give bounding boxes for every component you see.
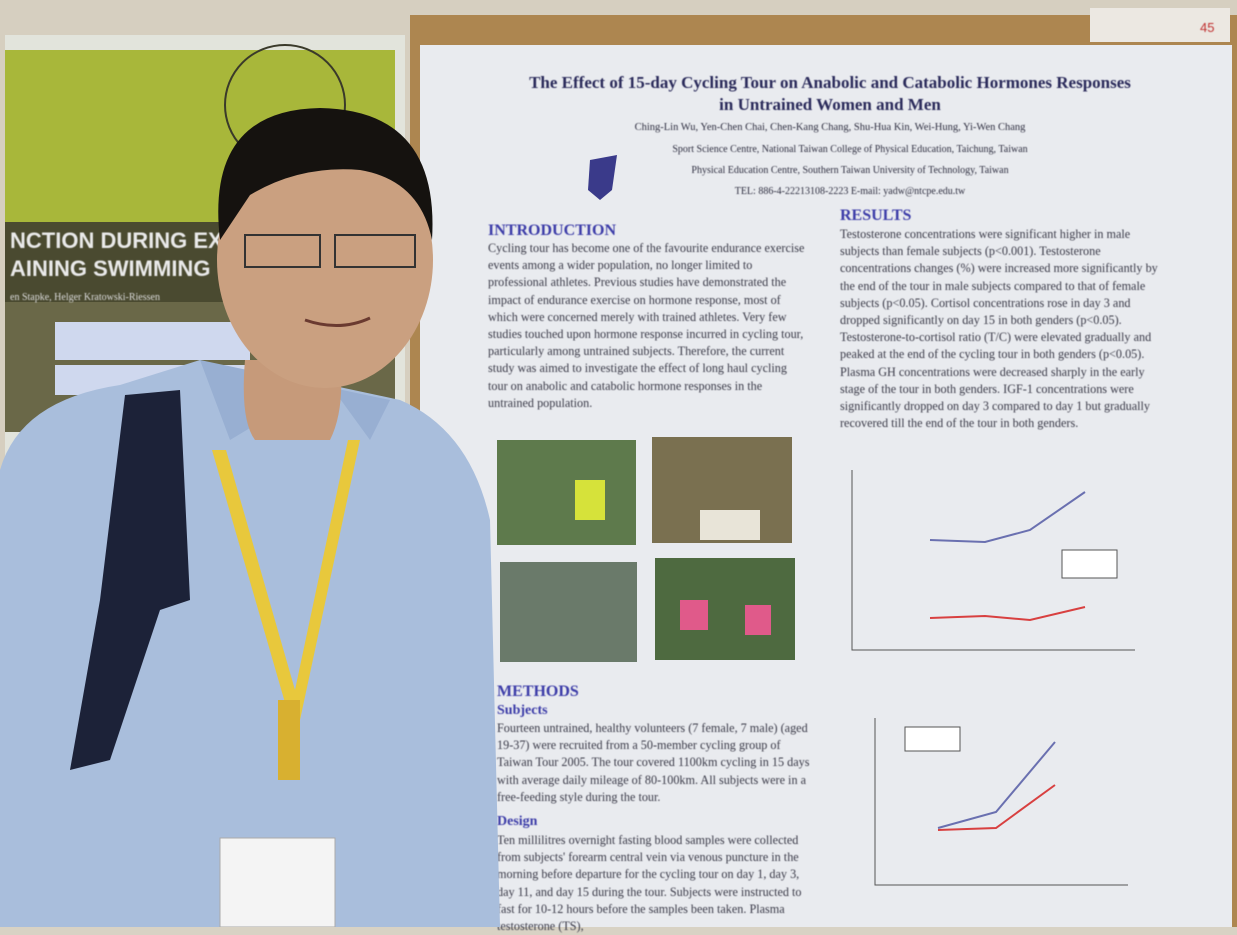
shape [1061,549,1118,579]
poster-affiliation: Sport Science Centre, National Taiwan Co… [672,144,1028,155]
paragraph: Cycling tour has become one of the favou… [488,241,805,410]
shape [55,322,250,360]
section-heading: INTRODUCTION [488,222,617,239]
shape [929,606,1086,622]
shape [929,491,1086,544]
shape [575,480,605,520]
shape [244,234,416,268]
shape [70,390,190,770]
left-poster-authors: en Stapke, Helger Kratowski-Riessen [10,292,160,303]
shape [937,741,1056,829]
shape [700,510,760,540]
shape [745,605,771,635]
left-poster-title: NCTION DURING EXT [10,228,237,253]
shape [217,132,433,388]
shape [497,440,636,545]
shape [588,155,617,200]
shape [680,600,708,630]
shape [851,470,1135,886]
left-poster-title: AINING SWIMMING [10,256,211,281]
paragraph: Fourteen untrained, healthy volunteers (… [497,721,810,804]
shape [500,562,637,662]
shape [219,837,336,927]
shape [655,558,795,660]
paragraph: Testosterone concentrations were signifi… [840,227,1158,431]
shape [212,440,360,720]
section-heading: RESULTS [840,207,912,224]
subheading: Subjects [497,703,548,718]
shape [904,726,961,752]
board-tag: 45 [1200,20,1215,35]
shape [851,470,1135,651]
shape [304,316,371,328]
shape [218,108,433,240]
shape [1090,8,1230,42]
poster-contact: TEL: 886-4-22213108-2223 E-mail: yadw@nt… [734,186,966,197]
poster-affiliation: Physical Education Centre, Southern Taiw… [691,165,1009,176]
paragraph: Ten millilitres overnight fasting blood … [497,833,802,934]
subheading: Design [497,814,538,829]
section-heading: METHODS [497,683,579,700]
poster-title: The Effect of 15-day Cycling Tour on Ana… [529,73,1131,114]
shape [937,784,1056,831]
shape [874,718,1128,886]
poster-authors: Ching-Lin Wu, Yen-Chen Chai, Chen-Kang C… [634,122,1026,133]
shape [278,700,300,780]
